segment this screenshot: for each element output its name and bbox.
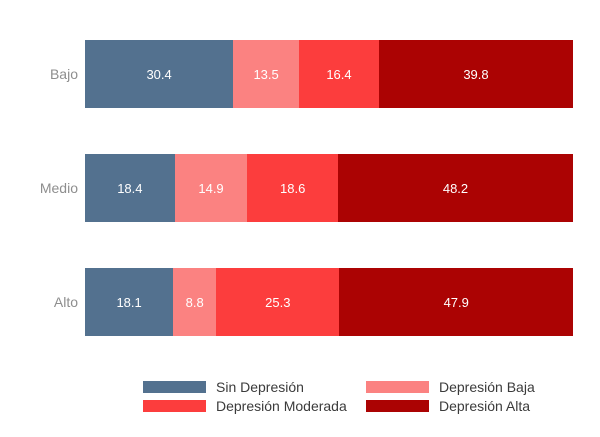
legend-item: Depresión Alta xyxy=(366,398,535,414)
legend-label: Depresión Baja xyxy=(439,379,535,395)
value-label: 47.9 xyxy=(443,294,469,310)
value-label: 14.9 xyxy=(198,180,224,196)
bar-segment-sin-depresion: 30.4 xyxy=(85,40,234,108)
value-label: 18.6 xyxy=(280,180,306,196)
legend-swatch xyxy=(366,400,429,412)
legend-swatch xyxy=(143,381,206,393)
legend-label: Sin Depresión xyxy=(216,379,304,395)
category-label: Alto xyxy=(53,294,78,310)
bar-segment-depresion-baja: 14.9 xyxy=(174,154,248,222)
legend-item: Sin Depresión xyxy=(143,379,366,395)
bar-segment-sin-depresion: 18.1 xyxy=(85,268,174,336)
value-label: 8.8 xyxy=(185,294,204,310)
bar-row: Medio 18.4 14.9 18.6 48.2 xyxy=(0,154,600,222)
category-label: Bajo xyxy=(49,66,78,82)
bar-segment-depresion-moderada: 18.6 xyxy=(247,154,339,222)
bar-segment-depresion-alta: 48.2 xyxy=(338,154,573,222)
category-label: Medio xyxy=(39,180,78,196)
bar-segment-depresion-alta: 39.8 xyxy=(378,40,573,108)
value-label: 39.8 xyxy=(463,66,489,82)
legend-swatch xyxy=(143,400,206,412)
bar-segment-depresion-moderada: 16.4 xyxy=(299,40,379,108)
value-label: 18.1 xyxy=(116,294,142,310)
value-label: 30.4 xyxy=(146,66,172,82)
value-label: 16.4 xyxy=(326,66,352,82)
legend-label: Depresión Alta xyxy=(439,398,531,414)
value-label: 25.3 xyxy=(265,294,291,310)
bar-segment-depresion-moderada: 25.3 xyxy=(216,268,340,336)
bar-row: Bajo 30.4 13.5 16.4 39.8 xyxy=(0,40,600,108)
stacked-bar: 30.4 13.5 16.4 39.8 xyxy=(85,40,573,108)
stacked-bar: 18.4 14.9 18.6 48.2 xyxy=(85,154,573,222)
bar-segment-depresion-baja: 8.8 xyxy=(173,268,217,336)
legend-item: Depresión Moderada xyxy=(143,398,366,414)
bar-segment-sin-depresion: 18.4 xyxy=(85,154,175,222)
stacked-bar: 18.1 8.8 25.3 47.9 xyxy=(85,268,573,336)
legend-label: Depresión Moderada xyxy=(216,398,347,414)
legend-item: Depresión Baja xyxy=(366,379,535,395)
legend-swatch xyxy=(366,381,429,393)
value-label: 48.2 xyxy=(442,180,469,196)
value-label: 18.4 xyxy=(117,180,143,196)
value-label: 13.5 xyxy=(253,66,279,82)
bar-segment-depresion-alta: 47.9 xyxy=(339,268,573,336)
bar-row: Alto 18.1 8.8 25.3 47.9 xyxy=(0,268,600,336)
chart-legend: Sin Depresión Depresión Baja Depresión Mod… xyxy=(143,379,535,414)
bar-segment-depresion-baja: 13.5 xyxy=(233,40,300,108)
